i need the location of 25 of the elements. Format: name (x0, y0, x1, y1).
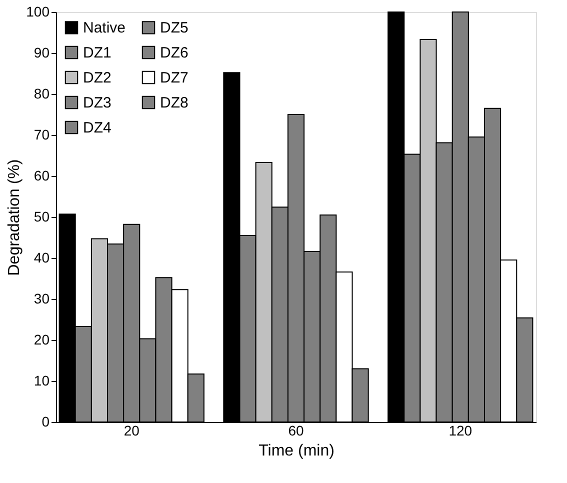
y-tick-label: 70 (34, 126, 50, 142)
legend-label: DZ7 (160, 70, 188, 86)
y-tick-label: 80 (34, 86, 50, 102)
legend-label: DZ6 (160, 44, 188, 62)
x-tick-label: 20 (124, 422, 140, 438)
y-tick-label: 0 (42, 414, 50, 430)
y-axis-title: Degradation (%) (6, 159, 24, 276)
legend-label: DZ2 (83, 70, 112, 86)
y-tick-label: 50 (34, 208, 50, 224)
legend-label: Native (83, 20, 126, 37)
legend-label: DZ8 (160, 94, 188, 112)
legend-label: DZ4 (83, 120, 112, 136)
y-tick-label: 90 (34, 44, 50, 60)
x-tick-label: 120 (448, 422, 472, 438)
y-tick-label: 40 (34, 250, 50, 266)
legend-label: DZ5 (160, 20, 188, 37)
legend-label: DZ3 (83, 94, 112, 112)
y-tick-label: 60 (34, 168, 50, 184)
y-tick-label: 30 (34, 290, 50, 306)
legend-label: DZ1 (83, 44, 112, 62)
x-tick-label: 60 (288, 422, 304, 438)
x-axis-title: Time (min) (258, 442, 334, 460)
y-tick-label: 10 (34, 372, 50, 388)
y-tick-label: 20 (34, 332, 50, 348)
y-tick-label: 100 (26, 4, 50, 20)
